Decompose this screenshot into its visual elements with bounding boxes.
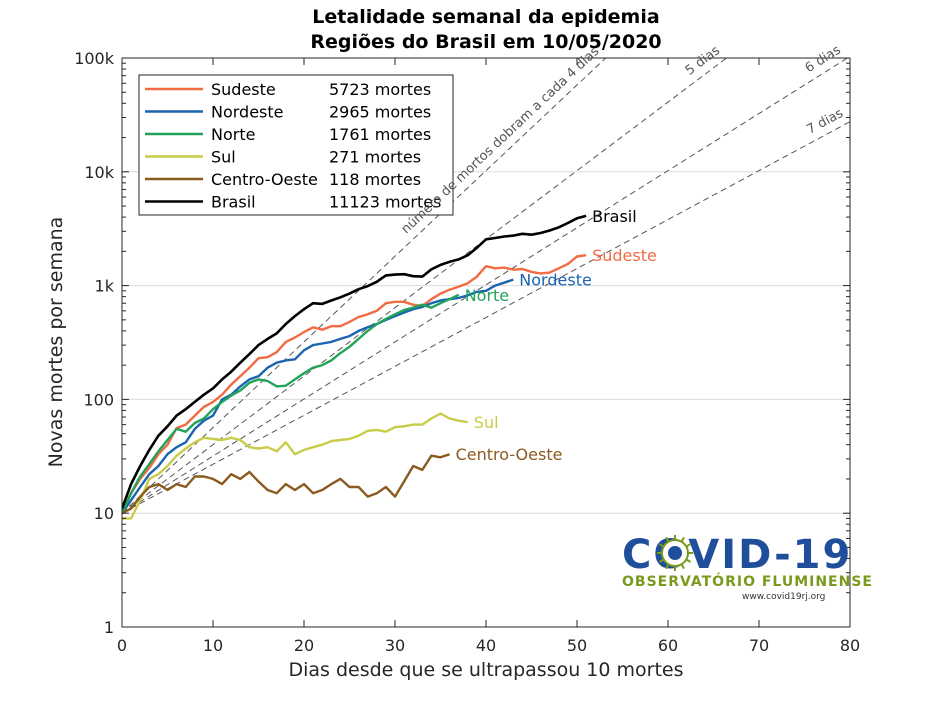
logo-url-text: www.covid19rj.org	[742, 592, 825, 602]
reference-line-label: 7 dias	[804, 106, 846, 138]
logo-main-text: COVID-19	[622, 532, 852, 578]
x-tick-label: 70	[749, 636, 769, 655]
series-line-sul	[122, 412, 468, 520]
legend-entry-name: Nordeste	[211, 103, 284, 122]
reference-line	[122, 121, 850, 514]
logo-sub-text: OBSERVATÓRIO FLUMINENSE	[622, 572, 873, 590]
chart-title-line1: Letalidade semanal da epidemia	[312, 6, 659, 28]
legend-entry-deaths: 1761 mortes	[329, 125, 431, 144]
y-tick-label: 100k	[74, 49, 115, 68]
legend-entry-name: Sudeste	[211, 80, 276, 99]
y-tick-label: 10	[94, 504, 114, 523]
series-line-sudeste	[122, 254, 587, 514]
legend: Sudeste 5723 mortes Nordeste 2965 mortes Nor…	[138, 74, 454, 216]
tick-layer: 1 10 100 1k 10k 100k 0 10 20 30 40 50 60 70 80	[74, 49, 860, 655]
y-axis-label: Novas mortes por semana	[45, 217, 67, 468]
reference-line	[122, 58, 727, 514]
legend-entry-name: Sul	[211, 148, 236, 167]
virus-core-icon	[668, 546, 682, 560]
reference-line	[122, 58, 848, 514]
legend-entry-deaths: 2965 mortes	[329, 103, 431, 122]
x-tick-label: 40	[476, 636, 496, 655]
x-axis-label: Dias desde que se ultrapassou 10 mortes	[288, 659, 683, 681]
legend-entry-deaths: 5723 mortes	[329, 80, 431, 99]
x-tick-label: 10	[203, 636, 223, 655]
y-tick-label: 100	[83, 390, 114, 409]
series-end-label-brasil: Brasil	[592, 207, 637, 226]
legend-entry-name: Brasil	[211, 193, 256, 212]
reference-line-label: 6 dias	[803, 43, 844, 77]
series-end-label-norte: Norte	[465, 286, 509, 305]
series-line-norte	[122, 293, 460, 514]
x-tick-label: 30	[385, 636, 405, 655]
legend-entry-name: Norte	[211, 125, 255, 144]
series-end-label-centro-oeste: Centro-Oeste	[456, 445, 563, 464]
legend-entry-name: Centro-Oeste	[211, 170, 318, 189]
series-end-label-sul: Sul	[474, 413, 499, 432]
series-end-label-nordeste: Nordeste	[519, 271, 592, 290]
y-tick-label: 10k	[84, 163, 114, 182]
legend-entry-deaths: 271 mortes	[329, 148, 421, 167]
series-layer	[122, 214, 587, 520]
y-tick-label: 1	[104, 618, 114, 637]
series-line-brasil	[122, 214, 587, 509]
y-tick-label: 1k	[95, 277, 115, 296]
x-tick-label: 20	[294, 636, 314, 655]
series-end-label-sudeste: Sudeste	[592, 246, 657, 265]
reference-line-label: 5 dias	[683, 43, 723, 79]
legend-entry-deaths: 11123 mortes	[329, 193, 441, 212]
covid19-logo: COVID-19 OBSERVATÓRIO FLUMINENSE www.cov…	[622, 532, 873, 602]
chart-title-line2: Regiões do Brasil em 10/05/2020	[310, 31, 661, 53]
x-tick-label: 50	[567, 636, 587, 655]
legend-entry-deaths: 118 mortes	[329, 170, 421, 189]
x-tick-label: 80	[840, 636, 860, 655]
series-line-centro-oeste	[122, 453, 450, 515]
x-tick-label: 0	[117, 636, 127, 655]
legend-box	[138, 74, 454, 216]
x-tick-label: 60	[658, 636, 678, 655]
series-line-nordeste	[122, 278, 514, 514]
